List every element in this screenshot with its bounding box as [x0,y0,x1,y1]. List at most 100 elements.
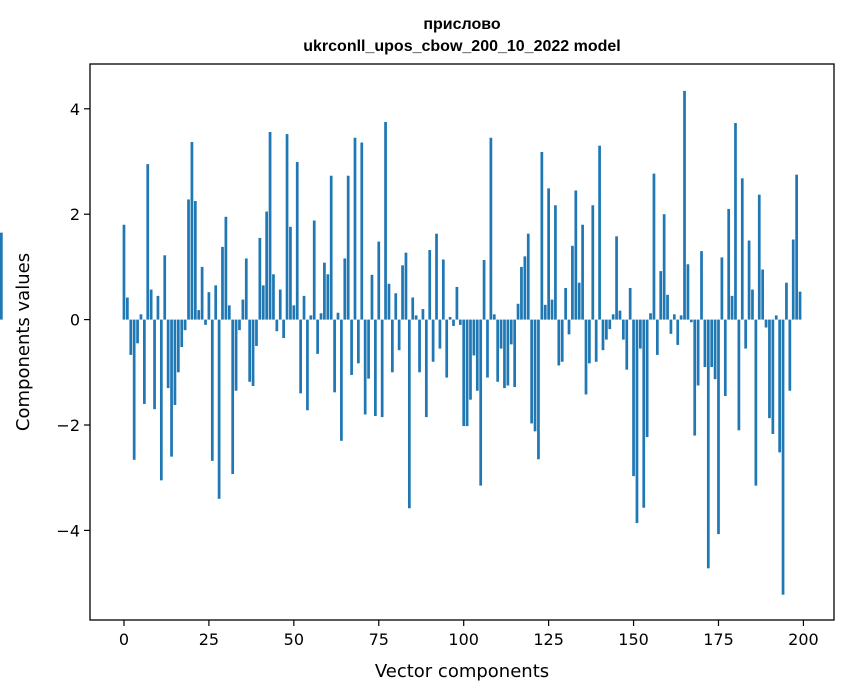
bar [404,252,408,320]
bar [384,121,387,320]
bar [180,319,184,347]
x-tick-label: 125 [533,630,564,649]
x-tick-label: 100 [448,630,479,649]
bar [740,178,744,320]
bar [227,305,231,320]
chart-subtitle: ukrconll_upos_cbow_200_10_2022 model [303,38,620,55]
bar [275,319,279,332]
bar [221,246,224,320]
bar [139,314,143,320]
bar [683,90,686,320]
bar [282,319,285,339]
bar [771,319,775,434]
bar [217,319,221,499]
bar [431,319,435,362]
bar [659,271,663,320]
bar [312,220,316,320]
bar [703,319,707,368]
x-tick-label: 0 [119,630,129,649]
bar [244,258,248,320]
bar [394,293,398,320]
bar [316,319,319,354]
bar [509,319,513,345]
bar [445,319,449,378]
bar [370,274,374,320]
bar [642,319,646,508]
bar [679,315,683,320]
bar [676,319,680,345]
bar [710,319,714,368]
bar [700,251,703,320]
bar [723,319,727,397]
bar [176,319,180,373]
bar [533,319,537,432]
bar [343,258,347,320]
bar [482,260,486,320]
bar [567,319,571,335]
bar [622,319,625,340]
bar [768,319,771,419]
bar [774,315,778,320]
bar [407,319,411,509]
bar [190,142,194,320]
x-axis-ticks: 0 25 50 75 100 125 150 175 200 [119,620,819,649]
bar [197,310,201,320]
bar [571,245,574,320]
bar [326,274,330,320]
bar [601,319,605,351]
bar [696,319,700,386]
bar [136,319,139,344]
bar [193,201,197,320]
bar [462,319,466,427]
bar [655,319,659,355]
bar [798,291,802,320]
bar [350,319,353,375]
bar [200,266,204,320]
bar [374,319,377,417]
x-tick-label: 75 [369,630,389,649]
bar [132,319,136,460]
bar [435,233,438,320]
bar [489,137,493,320]
bar [645,319,649,438]
bar [163,255,167,320]
x-tick-label: 200 [788,630,819,649]
bar [615,236,618,320]
bar [635,319,639,524]
bar [666,294,669,320]
bar [720,257,724,320]
bar [713,319,717,380]
bar [506,319,510,386]
bar [224,216,228,320]
bar [353,137,357,320]
bar [421,309,425,320]
bar [594,319,598,362]
bar [204,319,207,325]
y-tick-label: −2 [56,416,80,435]
bar [649,313,652,320]
bar [503,319,506,389]
bar [469,319,472,400]
bar [458,319,462,325]
bar [669,319,673,334]
bar [537,319,540,460]
bar [795,174,798,320]
bar [605,319,608,340]
bar [401,265,404,320]
bar [618,310,622,320]
bar [550,299,554,320]
bar [448,316,452,320]
bar [547,188,550,320]
bar [689,319,693,323]
bar [146,164,150,320]
bar [292,305,296,320]
bar [340,319,343,441]
bar [346,175,350,320]
bar [295,162,299,320]
bar [319,313,323,320]
bar [207,292,211,320]
bar [306,319,309,411]
bar [377,241,381,320]
bar [289,226,292,320]
bar [363,319,367,415]
